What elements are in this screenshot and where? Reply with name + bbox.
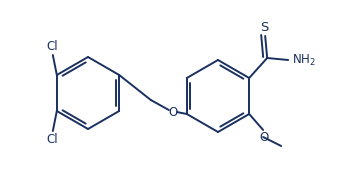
Text: NH$_2$: NH$_2$ — [292, 53, 316, 68]
Text: Cl: Cl — [46, 40, 58, 53]
Text: O: O — [260, 131, 269, 144]
Text: O: O — [168, 105, 177, 119]
Text: S: S — [260, 21, 268, 34]
Text: Cl: Cl — [46, 133, 58, 146]
